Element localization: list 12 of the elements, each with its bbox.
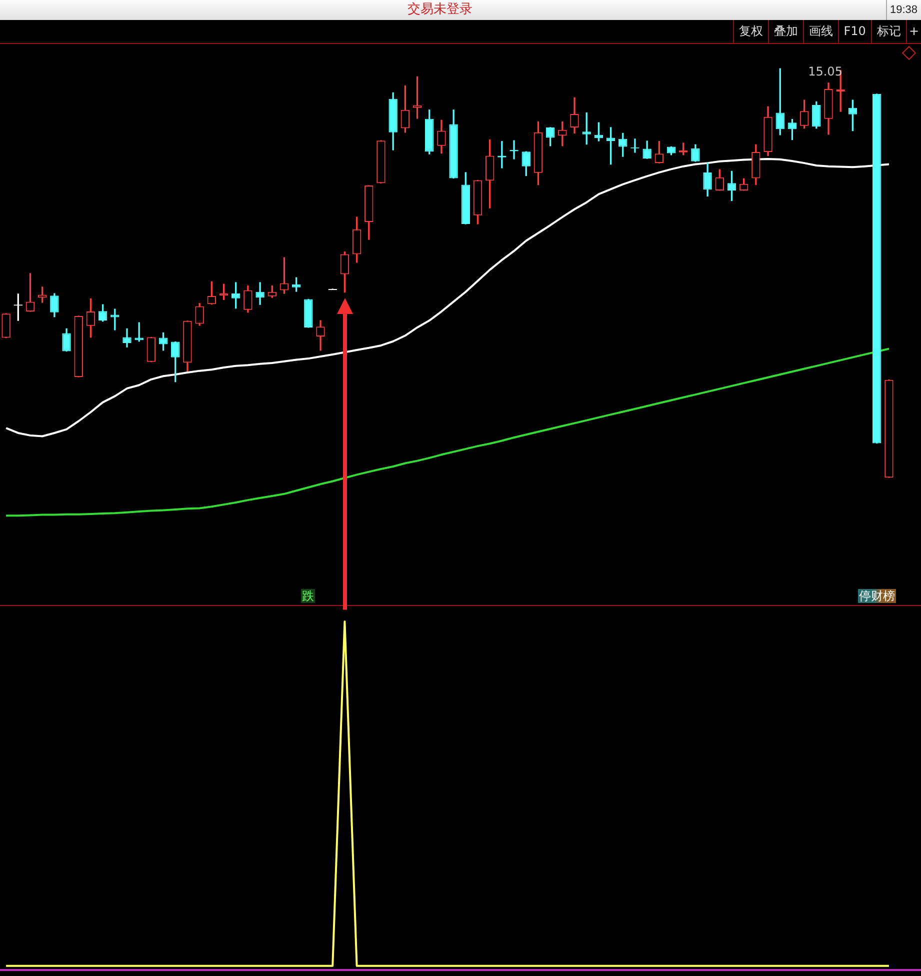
candlestick bbox=[256, 282, 264, 305]
text: 画线 bbox=[802, 20, 838, 43]
text: + bbox=[906, 20, 921, 43]
text: 19:38 bbox=[886, 0, 921, 20]
text: 跌 bbox=[301, 589, 315, 603]
text: F10 bbox=[838, 20, 871, 43]
text: 交易未登录 bbox=[406, 2, 474, 18]
text: 标记 bbox=[870, 20, 906, 43]
text: 停财榜 bbox=[858, 589, 896, 603]
annotation: 15.05 bbox=[808, 64, 842, 79]
text: 叠加 bbox=[768, 20, 803, 43]
text: 复权 bbox=[732, 20, 768, 43]
